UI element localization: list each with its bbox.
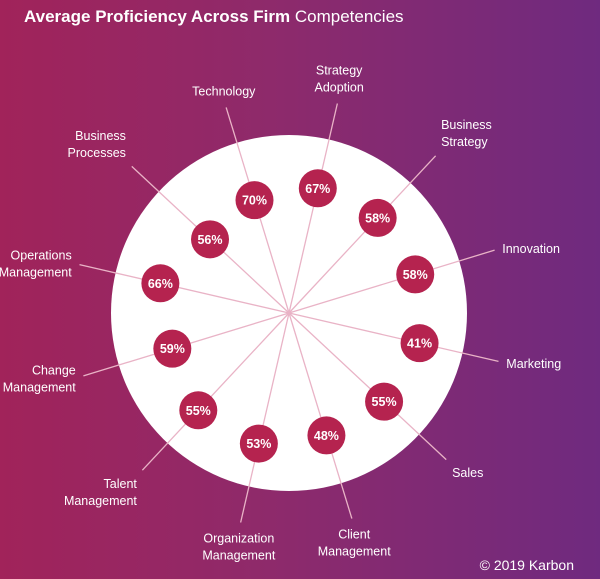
value-label: 48% [314, 429, 339, 443]
spoke-line [288, 249, 495, 314]
chart-title-normal: Competencies [294, 7, 404, 26]
spoke-line [288, 312, 447, 461]
category-label: Innovation [502, 242, 560, 256]
copyright-notice: © 2019 Karbon [479, 557, 574, 573]
category-label: Client Management [318, 527, 391, 558]
value-bubble [153, 329, 192, 368]
category-label: Marketing [506, 357, 561, 371]
value-label: 56% [197, 233, 222, 247]
value-bubble [307, 416, 346, 455]
value-bubble [358, 198, 397, 237]
category-label: Technology [192, 85, 256, 99]
spoke-line [288, 103, 338, 314]
spoke-line [141, 312, 290, 471]
value-bubble [141, 264, 180, 303]
value-label: 41% [407, 337, 432, 351]
value-label: 67% [305, 182, 330, 196]
spoke-line [79, 264, 290, 314]
category-label: Business Processes [68, 129, 126, 160]
value-label: 70% [242, 194, 267, 208]
value-label: 58% [365, 211, 390, 225]
spoke-line [288, 312, 499, 362]
value-label: 55% [372, 395, 397, 409]
value-bubble [235, 181, 274, 220]
value-label: 58% [403, 268, 428, 282]
spoke-line [240, 312, 290, 523]
category-label: Change Management [3, 364, 76, 395]
value-label: 53% [246, 437, 271, 451]
category-label: Talent Management [64, 477, 137, 508]
value-bubble [298, 169, 337, 208]
category-label: Operations Management [0, 248, 72, 279]
value-bubble [239, 424, 278, 463]
value-label: 59% [160, 342, 185, 356]
value-bubble [191, 220, 230, 259]
value-bubble [400, 324, 439, 363]
spoke-line [288, 312, 353, 519]
chart-title: Average Proficiency Across Firm Competen… [24, 6, 404, 28]
spoke-line [288, 155, 437, 314]
value-label: 55% [186, 404, 211, 418]
category-label: Strategy Adoption [314, 64, 363, 95]
category-label: Sales [452, 466, 483, 480]
category-label: Business Strategy [441, 118, 492, 149]
value-label: 66% [148, 277, 173, 291]
value-bubble [365, 382, 404, 421]
value-bubble [396, 255, 435, 294]
chart-title-strong: Average Proficiency Across Firm [24, 7, 291, 26]
value-bubble [179, 391, 218, 430]
category-label: Organization Management [202, 531, 275, 562]
